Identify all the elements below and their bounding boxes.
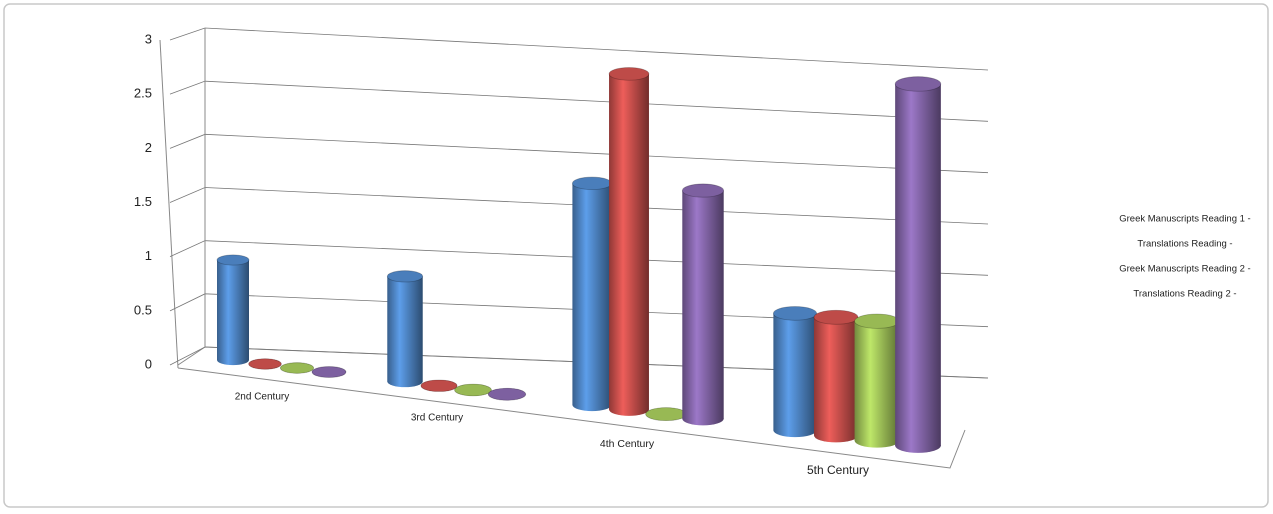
bar-top: [813, 309, 859, 325]
bar-body: [895, 83, 941, 446]
legend-label: Greek Manuscripts Reading 1 -: [1119, 214, 1250, 225]
y-tick-label: 1.5: [134, 194, 152, 209]
bar: [572, 176, 612, 412]
bar-bottom: [813, 428, 859, 443]
y-tick-label: 2.5: [134, 86, 152, 101]
bar-bottom: [387, 375, 423, 388]
bar-bottom: [572, 398, 612, 412]
bar-bottom: [895, 438, 941, 453]
bar: [216, 254, 250, 366]
bar: [454, 383, 492, 397]
bar: [813, 309, 859, 443]
y-tick-label: 0: [145, 356, 152, 371]
y-tick-label: 3: [145, 31, 152, 46]
bar: [248, 358, 282, 370]
bar-top: [420, 379, 458, 392]
bar-top: [645, 407, 687, 422]
bar: [772, 306, 818, 438]
bar-bottom: [773, 423, 817, 438]
bar-top: [772, 306, 818, 321]
bar-bottom: [217, 354, 249, 366]
y-tick-label: 1: [145, 248, 152, 263]
x-tick-label: 3rd Century: [411, 413, 463, 424]
bar-body: [572, 183, 612, 405]
bar: [645, 407, 687, 422]
bar-top: [854, 313, 900, 329]
bar-top: [279, 362, 315, 374]
bar-body: [773, 313, 817, 431]
bar-body: [854, 321, 900, 441]
floor-front: [177, 367, 966, 469]
legend-label: Translations Reading 2 -: [1133, 289, 1236, 300]
bar-body: [813, 317, 859, 436]
bar: [681, 183, 725, 426]
bar: [420, 379, 458, 392]
bar-body: [682, 190, 724, 419]
bar-body: [609, 73, 649, 410]
x-tick-label: 2nd Century: [235, 392, 289, 403]
bar-top: [311, 366, 347, 378]
bar: [854, 313, 900, 448]
bar-top: [216, 254, 250, 266]
bar-top: [454, 383, 492, 397]
bar-top: [386, 270, 424, 283]
bar: [487, 387, 527, 401]
bar: [386, 270, 424, 388]
legend-label: Greek Manuscripts Reading 2 -: [1119, 264, 1250, 275]
legend-label: Translations Reading -: [1137, 239, 1232, 250]
x-tick-label: 4th Century: [600, 438, 655, 450]
bar-top: [681, 183, 725, 198]
bar-top: [572, 176, 612, 191]
bar-body: [387, 276, 423, 382]
bar-bottom: [682, 412, 724, 426]
bar-top: [487, 387, 527, 401]
y-tick-label: 0.5: [134, 302, 152, 317]
bar-bottom: [854, 433, 900, 448]
left-edge: [159, 39, 179, 369]
bar-top: [608, 67, 650, 81]
bar-body: [217, 260, 249, 360]
bar: [894, 76, 942, 453]
y-tick-label: 2: [145, 140, 152, 155]
bar-top: [248, 358, 282, 370]
bar: [279, 362, 315, 374]
bar: [608, 67, 650, 416]
bar-top: [894, 76, 942, 92]
bar-bottom: [609, 403, 649, 416]
x-tick-label: 5th Century: [807, 463, 869, 477]
bar: [311, 366, 347, 378]
